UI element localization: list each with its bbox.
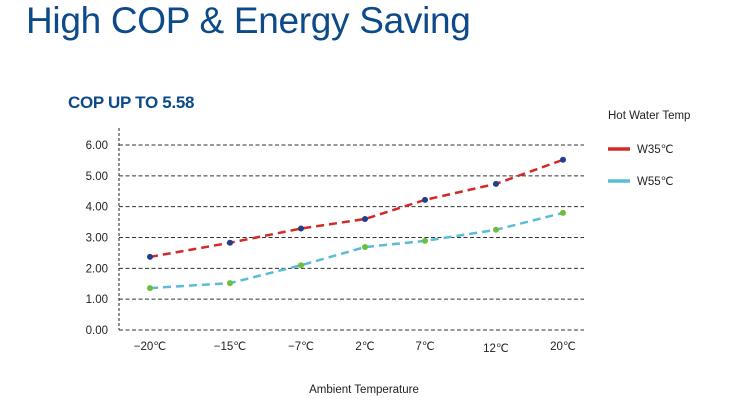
series-group [147, 156, 566, 292]
x-tick-label: 12℃ [483, 343, 509, 355]
data-point [362, 216, 368, 222]
x-tick-label: 2℃ [355, 341, 374, 353]
legend: Hot Water Temp W35℃ W55℃ [608, 110, 690, 188]
series-line-w55c [149, 211, 564, 290]
data-point [560, 209, 566, 216]
x-tick-label: 20℃ [550, 341, 576, 353]
data-point [560, 156, 566, 163]
series-line-w35c [149, 158, 564, 259]
y-tick-labels: 0.00 1.00 2.00 3.00 4.00 5.00 6.00 [86, 140, 108, 337]
x-tick-label: −15℃ [214, 341, 247, 353]
x-tick-label: −20℃ [134, 341, 167, 353]
y-tick-label: 1.00 [86, 294, 108, 306]
y-tick-label: 2.00 [86, 263, 108, 275]
data-point [422, 237, 428, 244]
data-point [147, 253, 153, 260]
x-axis-label: Ambient Temperature [309, 384, 419, 396]
data-point [422, 196, 428, 203]
data-point [298, 225, 304, 232]
x-tick-label: 7℃ [415, 341, 434, 353]
x-tick-label: −7℃ [288, 341, 314, 353]
data-point [227, 239, 233, 246]
y-tick-label: 0.00 [86, 325, 108, 337]
y-tick-label: 5.00 [86, 171, 108, 183]
y-tick-label: 3.00 [86, 233, 108, 245]
data-point [493, 226, 499, 233]
y-tick-label: 6.00 [86, 140, 108, 152]
grid-lines [119, 144, 584, 331]
legend-title: Hot Water Temp [608, 110, 690, 122]
chart-subtitle: COP UP TO 5.58 [68, 93, 195, 112]
y-tick-label: 4.00 [86, 202, 108, 214]
data-point [362, 244, 368, 251]
data-point [147, 285, 153, 292]
page-title: High COP & Energy Saving [26, 0, 471, 41]
legend-label: W35℃ [637, 144, 674, 156]
data-point [493, 180, 499, 187]
data-point [227, 280, 233, 287]
data-point [298, 262, 304, 269]
x-tick-labels: −20℃ −15℃ −7℃ 2℃ 7℃ 12℃ 20℃ [134, 341, 576, 355]
legend-label: W55℃ [637, 176, 674, 188]
